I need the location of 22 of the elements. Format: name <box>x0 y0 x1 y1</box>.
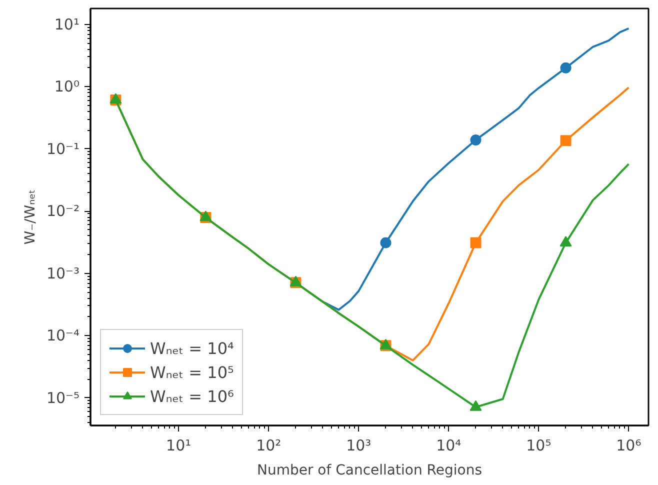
legend-label: Wₙₑₜ = 10⁶ <box>150 386 234 406</box>
x-tick-label: 10² <box>256 436 282 454</box>
y-tick-label: 10⁻² <box>46 202 80 220</box>
legend-label: Wₙₑₜ = 10⁴ <box>150 338 234 358</box>
y-tick-label: 10⁻⁵ <box>46 388 80 407</box>
point <box>470 400 482 411</box>
y-tick-label: 10⁰ <box>54 78 80 96</box>
x-tick-label: 10⁶ <box>616 436 642 454</box>
x-tick-label: 10³ <box>346 436 372 454</box>
x-axis-title: Number of Cancellation Regions <box>256 462 482 478</box>
x-tick-label: 10⁵ <box>526 436 552 454</box>
x-tick-label: 10¹ <box>166 436 192 454</box>
point <box>560 135 572 146</box>
y-tick-label: 10⁻³ <box>46 264 80 282</box>
y-tick-label: 10¹ <box>54 15 80 34</box>
y-tick-label: 10⁻¹ <box>46 140 80 158</box>
x-tick-label: 10⁴ <box>436 436 462 454</box>
point <box>470 237 482 248</box>
y-tick-label: 10⁻⁴ <box>46 326 80 345</box>
point <box>560 236 572 246</box>
y-axis-title: W₋/Wₙₑₜ <box>22 189 38 245</box>
legend-label: Wₙₑₜ = 10⁵ <box>150 362 234 382</box>
